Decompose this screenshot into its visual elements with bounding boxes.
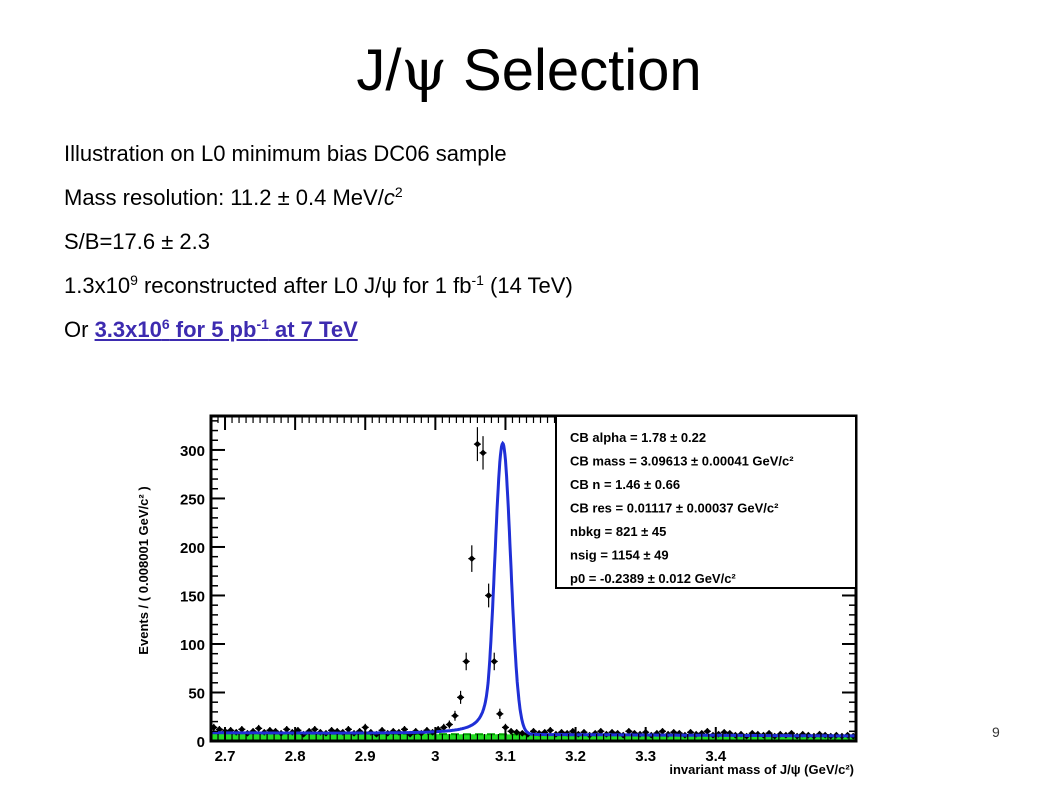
bullet-7tev: Or 3.3x106 for 5 pb-1 at 7 TeV [64,316,358,342]
data-point [457,693,464,701]
data-point [625,727,633,735]
data-point [266,726,274,734]
data-point [445,721,453,728]
data-point [462,658,470,665]
data-point [227,726,235,734]
jpsi-mass-plot: 0 50 100 150 200 250 300 2.7 2.8 2.9 3 3.1 3.2 3.3 3.4… [136,414,858,777]
fit-params-box [555,415,857,589]
fit-param-line: CB res = 0.01117 ± 0.00037 GeV/c² [570,501,779,516]
bullet-sample: Illustration on L0 minimum bias DC06 sam… [64,141,507,166]
x-tick-label: 3.2 [565,748,586,765]
data-point [597,727,605,735]
data-point [496,710,504,718]
data-point [703,727,711,735]
fit-param-line: p0 = -0.2389 ± 0.012 GeV/c² [570,571,736,586]
fit-param-line: CB n = 1.46 ± 0.66 [570,477,680,492]
fit-param-line: nsig = 1154 ± 49 [570,548,669,563]
data-point [479,449,487,457]
data-point [513,728,521,736]
data-point [569,727,577,735]
y-tick-label: 150 [180,588,205,605]
y-tick-label: 100 [180,637,205,654]
x-tick-label: 3.4 [705,748,727,765]
y-tick-label: 0 [197,734,205,751]
y-tick-label: 200 [180,540,205,557]
bullet-mass-resolution: Mass resolution: 11.2 ± 0.4 MeV/c2 [64,184,403,210]
x-tick-label: 2.7 [215,748,236,765]
y-axis-title: Events / ( 0.008001 GeV/c² ) [136,486,151,654]
data-point [541,728,549,736]
hyperlink-7tev[interactable]: 3.3x106 for 5 pb-1 at 7 TeV [94,316,358,342]
data-point [294,726,302,734]
data-point [608,728,616,736]
bullet-signal-background: S/B=17.6 ± 2.3 [64,229,211,254]
data-point [474,440,481,448]
x-tick-label: 3.3 [635,748,656,765]
data-point [659,727,666,735]
data-point [518,729,526,737]
bullet-reconstructed: 1.3x109 reconstructed after L0 J/ψ for 1… [64,272,573,298]
slide-title: J/ψ Selection [356,36,702,104]
data-point [490,658,498,665]
data-point [485,592,493,599]
data-point [468,555,476,563]
x-tick-label: 3.1 [495,748,516,765]
x-tick-label: 3 [431,748,439,765]
fit-param-line: CB mass = 3.09613 ± 0.00041 GeV/c² [570,454,794,469]
x-tick-label: 2.8 [285,748,306,765]
data-point [378,726,386,734]
y-tick-label: 50 [188,685,205,702]
y-tick-label: 300 [180,443,205,460]
psi-symbol: ψ [401,36,447,104]
data-point [580,728,588,736]
data-point [558,728,565,736]
page-number: 9 [992,724,1000,740]
x-axis-title: invariant mass of J/ψ (GeV/c²) [669,762,854,777]
bullet-list: Illustration on L0 minimum bias DC06 sam… [64,142,573,362]
data-point [507,727,515,735]
fit-param-line: CB alpha = 1.78 ± 0.22 [570,430,706,445]
x-tick-label: 2.9 [355,748,376,765]
fit-param-line: nbkg = 821 ± 45 [570,524,666,539]
data-point [451,712,459,720]
data-point [255,724,263,732]
y-tick-label: 250 [180,491,205,508]
data-point [546,726,554,734]
